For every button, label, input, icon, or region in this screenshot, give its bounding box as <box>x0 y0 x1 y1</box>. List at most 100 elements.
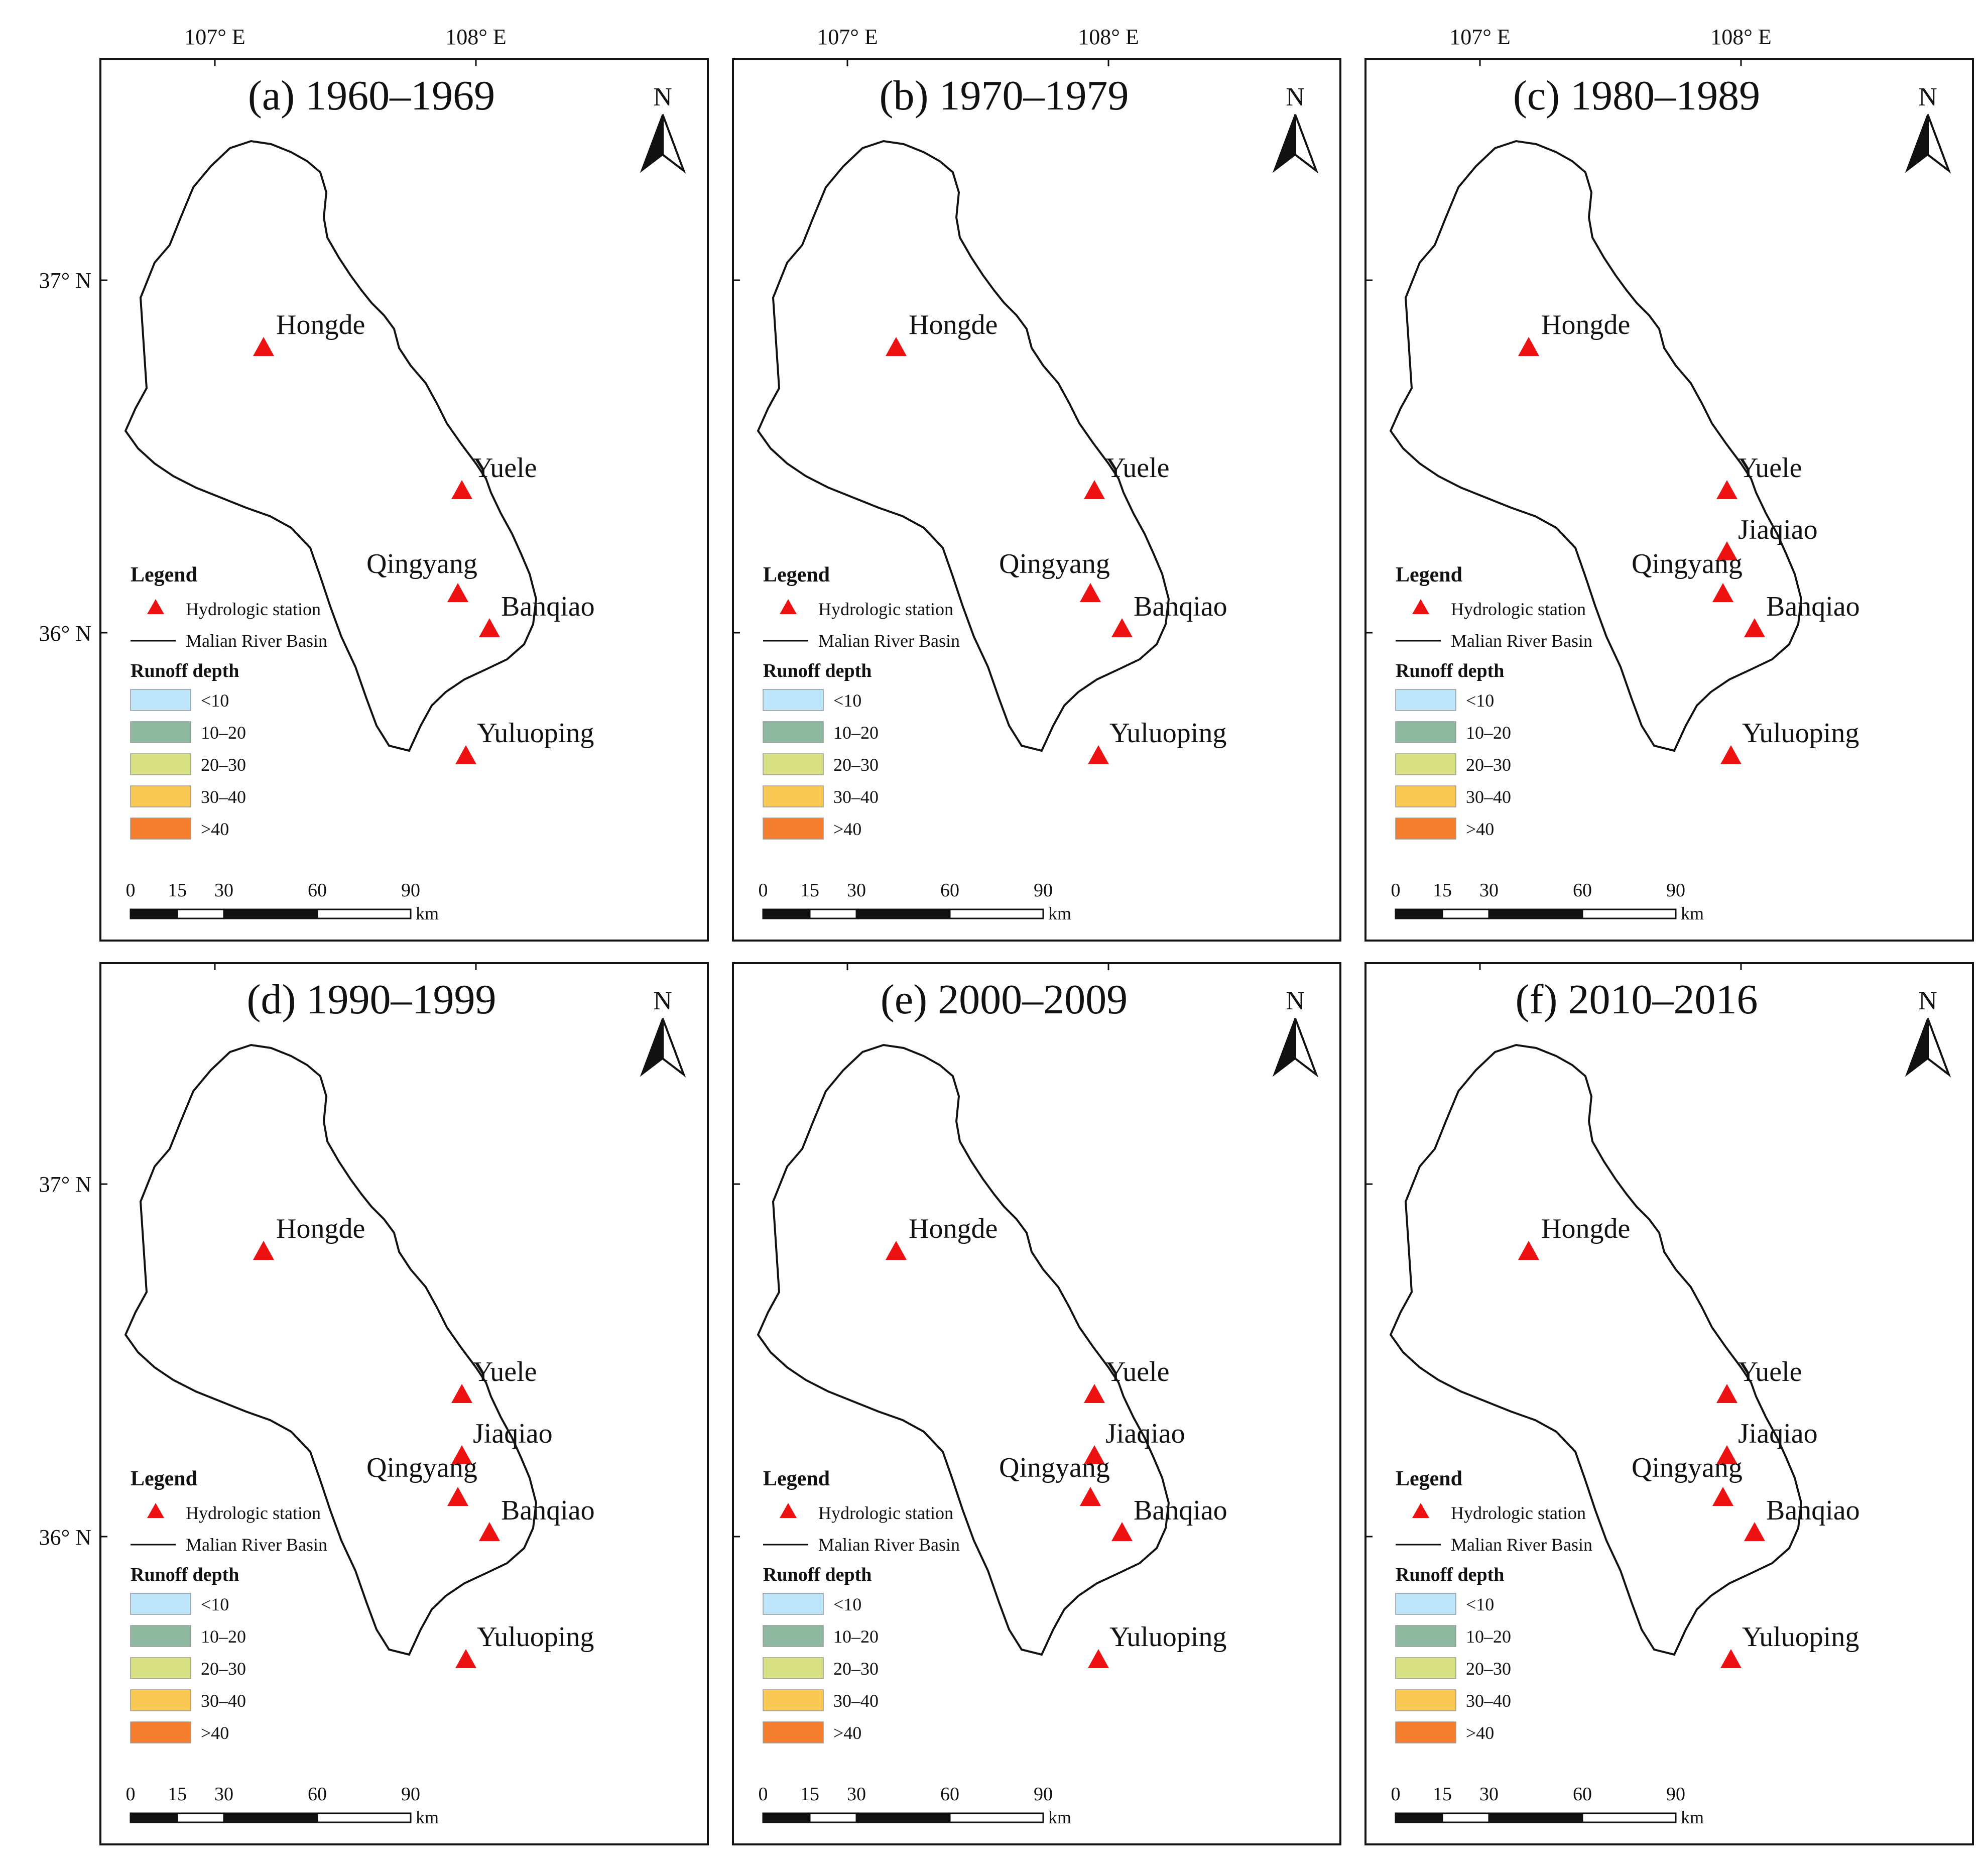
legend-basin-label: Malian River Basin <box>1451 1535 1592 1555</box>
legend-swatch <box>763 818 824 840</box>
legend-swatch <box>1395 689 1456 711</box>
legend-swatch <box>130 1625 191 1647</box>
latitude-label-37: 37° N <box>39 1172 91 1197</box>
station-label-yuluoping: Yuluoping <box>1742 718 1859 749</box>
station-marker-jiaqiao <box>1716 1445 1737 1464</box>
north-label: N <box>653 987 672 1015</box>
station-marker-hongde <box>1518 337 1539 356</box>
station-label-hongde: Hongde <box>909 1213 998 1244</box>
station-label-jiaqiao: Jiaqiao <box>1105 1418 1185 1449</box>
station-marker-yuele <box>1084 480 1105 499</box>
north-label: N <box>1286 987 1305 1015</box>
panel-frame <box>99 58 709 942</box>
north-label: N <box>1286 83 1305 111</box>
legend: Legend Hydrologic station Malian River Bas… <box>763 563 960 840</box>
station-marker-hongde <box>886 337 907 356</box>
station-marker-banqiao <box>1744 1522 1765 1541</box>
station-label-banqiao: Banqiao <box>1766 591 1860 622</box>
station-marker-yuele <box>1716 1384 1737 1403</box>
scale-unit-label: km <box>1681 903 1704 923</box>
station-marker-banqiao <box>1744 618 1765 637</box>
map-panel-c-1980-1989: 107° E 108° E (c) 1980–1989 N Hongde Yuele Jia… <box>1364 25 1974 942</box>
station-marker-yuluoping <box>1088 1649 1109 1668</box>
north-label: N <box>653 83 672 111</box>
station-label-yuluoping: Yuluoping <box>477 718 594 749</box>
scale-tick-label: 30 <box>214 880 233 901</box>
legend-station-icon <box>1412 1503 1429 1518</box>
station-label-qingyang: Qingyang <box>999 548 1110 579</box>
scale-tick-label: 60 <box>1573 880 1592 901</box>
station-label-banqiao: Banqiao <box>501 591 595 622</box>
legend-class-label: <10 <box>201 690 229 711</box>
legend-swatch <box>1395 818 1456 840</box>
station-label-yuluoping: Yuluoping <box>1109 718 1226 749</box>
station-label-banqiao: Banqiao <box>1766 1495 1860 1526</box>
legend-swatch <box>130 1657 191 1679</box>
legend-class-label: 20–30 <box>1466 1659 1511 1679</box>
scale-tick-label: 90 <box>1034 880 1053 901</box>
legend-class-label: 10–20 <box>1466 1626 1511 1647</box>
legend-class-label: <10 <box>1466 1594 1494 1614</box>
legend-station-icon <box>147 1503 164 1518</box>
scale-tick-label: 15 <box>800 1784 819 1805</box>
map-panel-e-2000-2009: (e) 2000–2009 N Hongde Yuele JiaqiaoQingyang… <box>732 962 1341 1845</box>
legend: Legend Hydrologic station Malian River Bas… <box>130 563 327 840</box>
scale-unit-label: km <box>1048 903 1071 923</box>
legend-swatch <box>763 785 824 807</box>
legend-station-label: Hydrologic station <box>1451 1503 1586 1523</box>
legend-swatch <box>763 1625 824 1647</box>
legend-class-label: >40 <box>1466 819 1494 839</box>
legend: Legend Hydrologic station Malian River Bas… <box>1395 563 1592 840</box>
station-marker-qingyang <box>447 583 468 602</box>
legend-class-label: >40 <box>833 1723 861 1743</box>
station-label-yuele: Yuele <box>1738 452 1802 484</box>
scale-tick-label: 0 <box>1391 1784 1401 1805</box>
station-marker-banqiao <box>1111 618 1133 637</box>
north-arrow-icon: N <box>640 83 686 174</box>
legend-swatch <box>763 1689 824 1711</box>
legend-class-label: <10 <box>833 690 861 711</box>
station-marker-banqiao <box>479 1522 500 1541</box>
scale-tick-label: 15 <box>800 880 819 901</box>
station-label-jiaqiao: Jiaqiao <box>1738 514 1818 545</box>
station-marker-hongde <box>253 337 274 356</box>
station-marker-qingyang <box>1712 1487 1733 1506</box>
panel-title: (f) 2010–2016 <box>1516 976 1758 1023</box>
legend-swatch <box>763 1721 824 1743</box>
legend-station-icon <box>780 599 797 614</box>
legend-title: Legend <box>763 1467 830 1490</box>
station-label-banqiao: Banqiao <box>501 1495 595 1526</box>
legend-swatch <box>1395 1721 1456 1743</box>
legend-swatch <box>763 1593 824 1615</box>
north-label: N <box>1918 987 1937 1015</box>
station-label-yuele: Yuele <box>1738 1356 1802 1387</box>
legend-class-label: <10 <box>201 1594 229 1614</box>
scale-tick-label: 90 <box>1034 1784 1053 1805</box>
legend-title: Legend <box>131 563 197 587</box>
legend-basin-label: Malian River Basin <box>1451 631 1592 651</box>
station-marker-yuele <box>1716 480 1737 499</box>
legend-class-label: 20–30 <box>833 755 879 775</box>
station-marker-jiaqiao <box>451 1445 472 1464</box>
legend-swatch <box>130 1689 191 1711</box>
map-panel-b-1970-1979: 107° E 108° E (b) 1970–1979 N Hongde Yuele Qin… <box>732 25 1341 942</box>
legend-class-label: 30–40 <box>201 1691 246 1711</box>
station-label-hongde: Hongde <box>1541 309 1630 340</box>
scale-tick-label: 15 <box>1433 880 1452 901</box>
station-label-yuluoping: Yuluoping <box>1742 1621 1859 1653</box>
legend-swatch <box>130 721 191 743</box>
scale-tick-label: 30 <box>1479 1784 1499 1805</box>
legend-swatch <box>1395 753 1456 775</box>
station-marker-hongde <box>253 1241 274 1260</box>
legend-basin-label: Malian River Basin <box>186 1535 327 1555</box>
scale-tick-label: 30 <box>214 1784 233 1805</box>
scale-tick-label: 90 <box>401 880 420 901</box>
legend-station-label: Hydrologic station <box>818 599 953 619</box>
station-marker-jiaqiao <box>1716 541 1737 560</box>
station-label-yuele: Yuele <box>1105 452 1170 484</box>
station-marker-yuluoping <box>1088 745 1109 764</box>
legend-class-label: >40 <box>833 819 861 839</box>
panel-frame <box>1364 58 1974 942</box>
